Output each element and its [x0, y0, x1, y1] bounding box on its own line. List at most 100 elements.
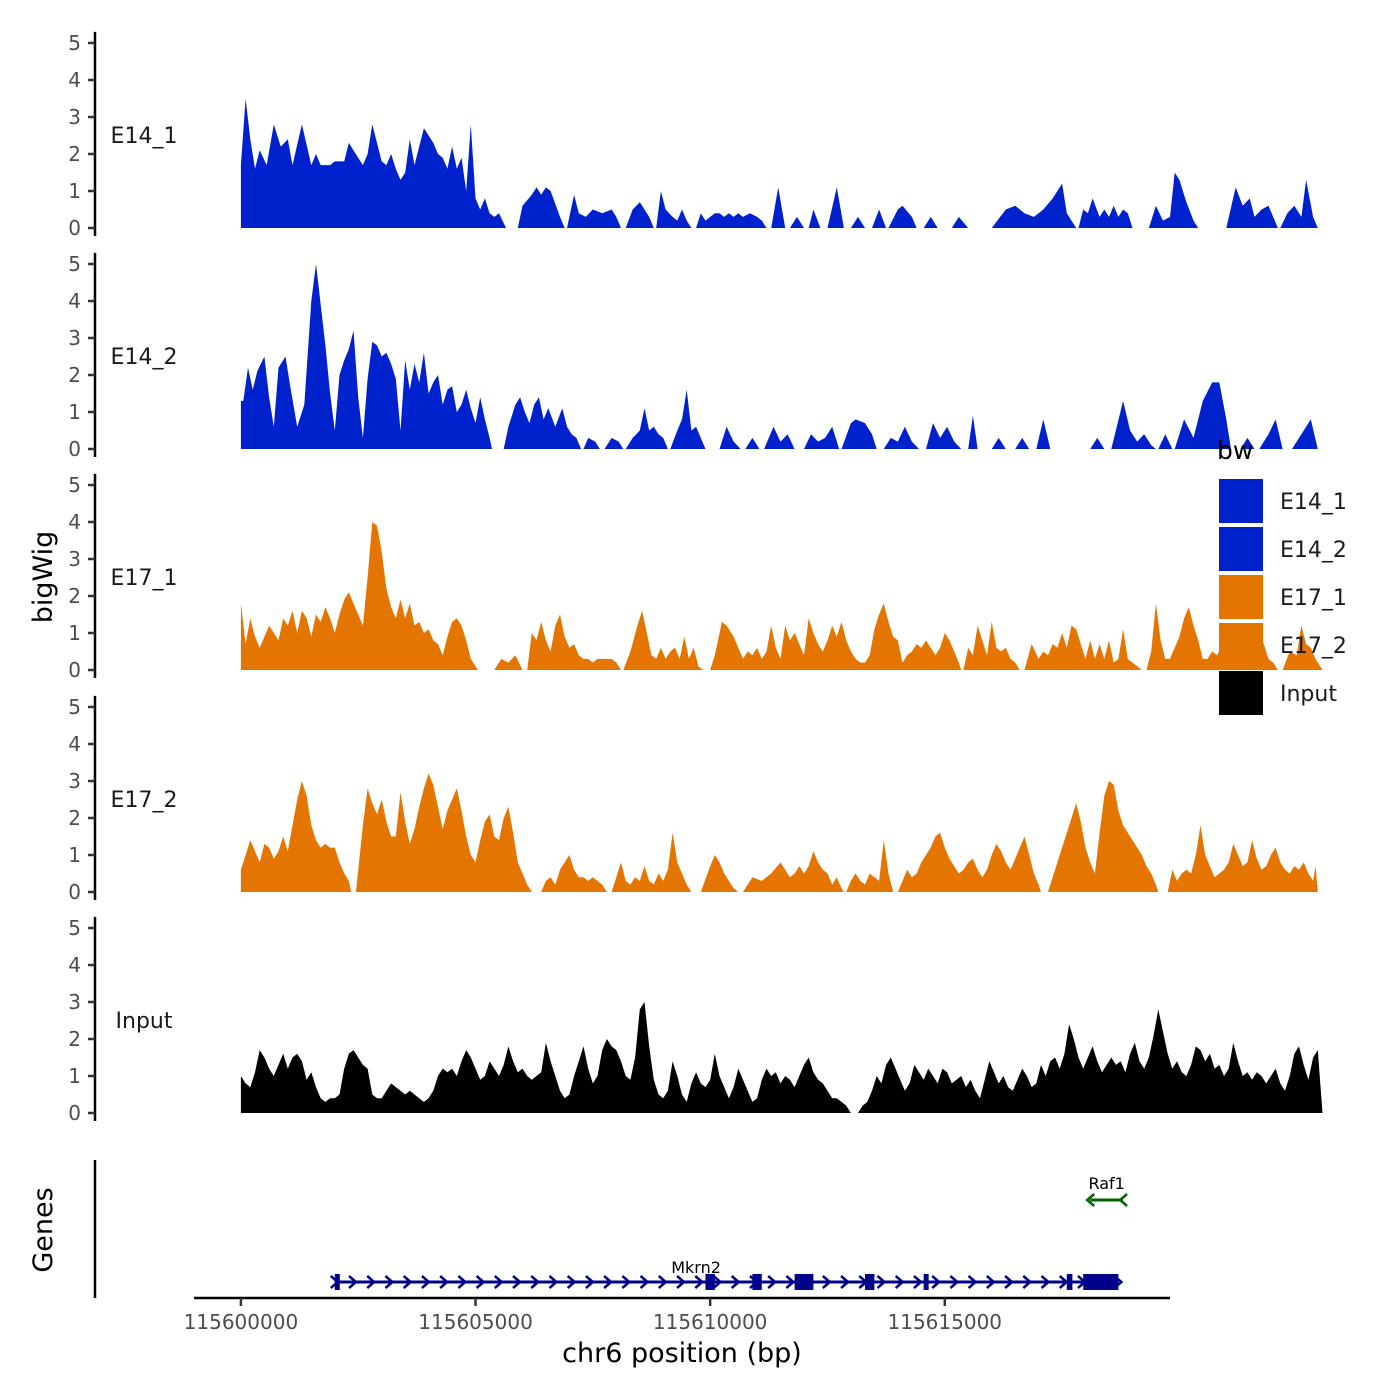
strand-arrow: [384, 1275, 395, 1289]
y-tick-label: 2: [68, 142, 81, 166]
coverage-area: [670, 389, 706, 449]
exon: [752, 1274, 762, 1290]
strand-arrow: [840, 1275, 850, 1289]
coverage-area: [841, 419, 877, 449]
coverage-area: [991, 183, 1077, 228]
y-tick-label: 0: [68, 216, 81, 240]
track-E17_1: 0 1 2 3 4 5 E17_1: [68, 473, 1323, 682]
coverage-area: [1292, 419, 1318, 449]
y-tick-label: 0: [68, 1101, 81, 1125]
x-tick-label: 115610000: [653, 1310, 768, 1334]
strand-arrow: [421, 1275, 431, 1289]
coverage-area: [1024, 625, 1142, 670]
strand-arrow: [366, 1275, 377, 1289]
x-tick-label: 115600000: [184, 1310, 299, 1334]
coverage-area: [517, 187, 565, 228]
coverage-area: [656, 191, 692, 228]
strand-arrow: [548, 1275, 559, 1289]
gene-label: Raf1: [1088, 1174, 1124, 1193]
coverage-tracks: 0 1 2 3 4 5 E14_1 0 1 2 3 4 5 E14_2 0 1 2 3 4 5 E17_1 0 1 2 3 4 5 E…: [68, 31, 1323, 1125]
coverage-area: [923, 216, 938, 228]
y-tick-label: 1: [68, 843, 81, 867]
coverage-area: [240, 781, 352, 892]
track-label: Input: [116, 1009, 173, 1034]
exon: [334, 1274, 340, 1290]
strand-arrow: [1004, 1275, 1014, 1289]
strand-arrow: [493, 1275, 504, 1289]
coverage-area: [743, 851, 844, 892]
y-tick-label: 3: [68, 326, 81, 350]
strand-arrow: [1118, 1193, 1128, 1207]
y-tick-label: 1: [68, 179, 81, 203]
coverage-area: [1167, 825, 1318, 892]
coverage-area: [527, 614, 621, 670]
coverage-area: [771, 187, 786, 228]
coverage-area: [503, 397, 582, 449]
strand-arrow: [894, 1275, 905, 1289]
coverage-area: [1146, 603, 1278, 670]
track-E17_2: 0 1 2 3 4 5 E17_2: [68, 695, 1318, 904]
strand-arrow: [657, 1275, 668, 1289]
coverage-area: [604, 437, 624, 449]
y-tick-label: 3: [68, 990, 81, 1014]
coverage-area: [1226, 187, 1278, 228]
exon: [923, 1274, 929, 1290]
coverage-area: [926, 423, 962, 449]
legend-title: bw: [1217, 436, 1253, 465]
coverage-area: [625, 202, 654, 228]
coverage-area: [858, 1009, 1323, 1113]
coverage-area: [240, 264, 492, 449]
track-E14_2: 0 1 2 3 4 5 E14_2: [68, 252, 1318, 461]
strand-arrow: [530, 1275, 541, 1289]
legend-label: E17_1: [1280, 586, 1347, 611]
track-E14_1: 0 1 2 3 4 5 E14_1: [68, 31, 1318, 240]
y-axis-title: bigWig: [28, 531, 59, 624]
coverage-area: [1148, 172, 1199, 228]
exon: [1066, 1274, 1073, 1290]
coverage-area: [583, 437, 600, 449]
y-tick-label: 3: [68, 547, 81, 571]
y-tick-label: 1: [68, 621, 81, 645]
exon: [794, 1274, 814, 1290]
track-label: E17_1: [111, 566, 178, 591]
strand-arrow: [785, 1275, 796, 1289]
coverage-area: [1240, 437, 1255, 449]
coverage-area: [1174, 382, 1231, 449]
coverage-area: [700, 855, 739, 892]
strand-arrow: [712, 1275, 723, 1289]
coverage-area: [696, 213, 767, 228]
strand-arrow: [949, 1275, 960, 1289]
strand-arrow: [967, 1275, 978, 1289]
legend-swatch: [1219, 527, 1263, 571]
genes-axis-title: Genes: [28, 1187, 59, 1272]
x-axis: 115600000 115605000 115610000 115615000: [184, 1296, 1170, 1334]
strand-arrow: [512, 1275, 522, 1289]
track-label: E14_1: [111, 124, 178, 149]
legend: bw E14_1 E14_2 E17_1 E17_2 Input: [1217, 436, 1347, 715]
strand-arrow: [585, 1275, 595, 1289]
y-tick-label: 0: [68, 880, 81, 904]
exon: [705, 1274, 715, 1290]
track-label: E17_2: [111, 788, 178, 813]
x-tick-label: 115615000: [888, 1310, 1003, 1334]
coverage-area: [1048, 781, 1159, 892]
strand-arrow: [1058, 1275, 1069, 1289]
coverage-area: [951, 216, 969, 228]
strand-arrow: [931, 1275, 942, 1289]
coverage-area: [625, 408, 668, 449]
y-tick-label: 4: [68, 953, 81, 977]
y-tick-label: 5: [68, 252, 81, 276]
track-label: E14_2: [111, 345, 178, 370]
coverage-area: [846, 840, 894, 892]
coverage-area: [611, 832, 692, 892]
coverage-area: [240, 522, 478, 670]
legend-entry: E14_1: [1219, 479, 1347, 523]
y-tick-label: 4: [68, 68, 81, 92]
y-tick-label: 2: [68, 1027, 81, 1051]
y-tick-label: 5: [68, 31, 81, 55]
strand-arrow: [621, 1275, 632, 1289]
coverage-area: [1280, 179, 1318, 228]
y-tick-label: 1: [68, 400, 81, 424]
gene-Raf1: Raf1: [1085, 1174, 1128, 1207]
